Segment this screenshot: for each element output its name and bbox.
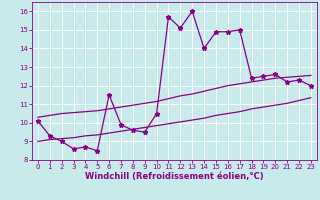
- X-axis label: Windchill (Refroidissement éolien,°C): Windchill (Refroidissement éolien,°C): [85, 172, 264, 181]
